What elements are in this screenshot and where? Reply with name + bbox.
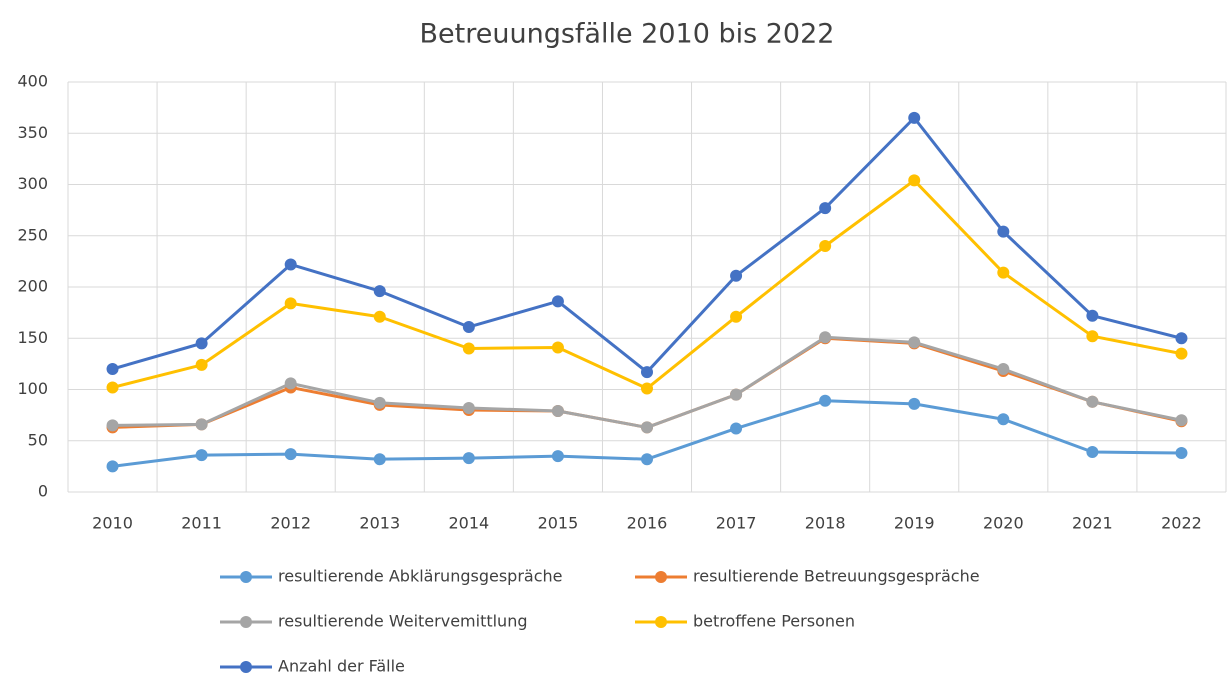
legend-marker (240, 571, 252, 583)
x-tick-label: 2010 (92, 514, 133, 533)
point (106, 363, 119, 375)
point (1086, 395, 1099, 408)
legend-label: Anzahl der Fälle (278, 657, 405, 674)
x-tick-label: 2017 (716, 514, 757, 533)
point (373, 396, 386, 409)
point (284, 297, 297, 310)
point (551, 341, 564, 354)
y-tick-label: 400 (17, 72, 48, 91)
point (730, 269, 743, 282)
y-tick-label: 100 (17, 379, 48, 398)
point (819, 240, 832, 252)
point (730, 310, 743, 323)
point (641, 421, 653, 434)
legend-label: resultierende Betreuungsgespräche (693, 567, 980, 586)
point (641, 382, 653, 395)
point (997, 225, 1010, 238)
x-tick-label: 2013 (359, 514, 400, 533)
legend-marker (655, 571, 667, 583)
point (373, 310, 386, 323)
x-tick-label: 2020 (983, 514, 1024, 533)
series-line (112, 178, 1182, 390)
series-line (112, 116, 1182, 374)
point (819, 394, 832, 407)
point (284, 377, 297, 390)
point (997, 266, 1010, 279)
legend-marker (655, 616, 667, 628)
x-tick-label: 2016 (627, 514, 668, 533)
point (195, 358, 208, 371)
point (106, 419, 119, 432)
point (106, 381, 119, 394)
point (373, 453, 386, 466)
x-tick-label: 2015 (538, 514, 579, 533)
point (1175, 414, 1188, 427)
x-tick-label: 2014 (448, 514, 489, 533)
chart-title: Betreuungsfälle 2010 bis 2022 (420, 19, 835, 50)
point (819, 202, 832, 215)
y-tick-label: 200 (17, 277, 48, 296)
point (730, 422, 743, 435)
x-tick-label: 2022 (1161, 514, 1202, 533)
legend-marker (240, 661, 252, 673)
point (284, 448, 297, 461)
x-tick-label: 2012 (270, 514, 311, 533)
point (1175, 347, 1188, 360)
y-tick-label: 300 (17, 174, 48, 193)
x-tick-label: 2021 (1072, 514, 1113, 533)
point (641, 366, 653, 379)
y-tick-label: 250 (17, 225, 48, 244)
legend-label: resultierende Abklärungsgespräche (278, 567, 562, 586)
y-tick-label: 150 (17, 328, 48, 347)
point (195, 337, 208, 350)
point (373, 285, 386, 298)
y-tick-label: 50 (28, 430, 48, 449)
point (908, 397, 921, 410)
point (1175, 447, 1188, 460)
point (462, 342, 475, 355)
series-line (112, 335, 1182, 429)
point (908, 111, 921, 124)
point (730, 388, 743, 401)
point (195, 418, 208, 431)
y-tick-label: 350 (17, 123, 48, 142)
point (462, 452, 475, 465)
point (462, 320, 475, 333)
x-tick-label: 2011 (181, 514, 222, 533)
legend-label: betroffene Personen (693, 612, 855, 631)
point (195, 449, 208, 462)
point (641, 453, 653, 466)
point (1086, 446, 1099, 459)
point (551, 450, 564, 463)
point (551, 405, 564, 418)
point (997, 363, 1010, 375)
point (908, 336, 921, 349)
point (551, 295, 564, 308)
x-tick-label: 2019 (894, 514, 935, 533)
point (908, 174, 921, 187)
point (106, 460, 119, 473)
point (1086, 309, 1099, 322)
legend-marker (240, 616, 252, 628)
point (819, 331, 832, 344)
point (462, 401, 475, 414)
y-tick-label: 0 (38, 482, 48, 501)
point (997, 413, 1010, 426)
point (284, 258, 297, 271)
point (1086, 330, 1099, 343)
x-tick-label: 2018 (805, 514, 846, 533)
legend-label: resultierende Weitervemittlung (278, 612, 528, 631)
point (1175, 332, 1188, 345)
